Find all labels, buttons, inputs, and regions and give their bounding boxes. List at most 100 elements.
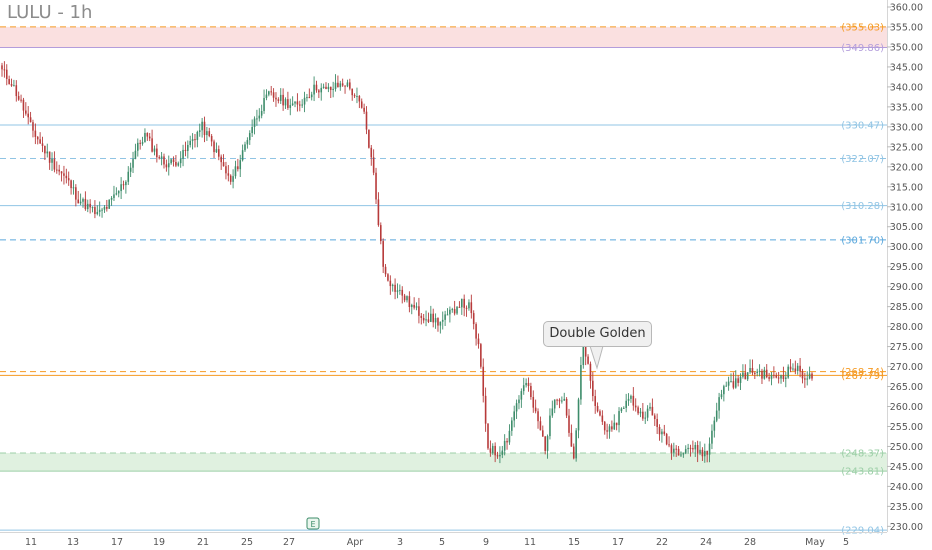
- candle-body-287: [684, 449, 687, 454]
- candle-body-23: [55, 169, 58, 171]
- candle-body-170: [406, 296, 408, 301]
- candle-body-207: [494, 445, 496, 456]
- callout-pointer: [589, 345, 604, 370]
- candle-body-99: [237, 166, 239, 170]
- y-tick-label-9: 275.00: [890, 342, 923, 353]
- zone-0: [0, 26, 887, 48]
- candle-body-257: [613, 422, 616, 430]
- candle-body-274: [653, 415, 656, 420]
- y-tick-label-13: 295.00: [890, 262, 923, 273]
- candle-body-110: [263, 98, 265, 112]
- candle-body-321: [765, 369, 768, 378]
- candle-body-60: [144, 132, 146, 143]
- candle-body-197: [470, 302, 473, 314]
- candle-body-143: [341, 83, 344, 86]
- candle-body-113: [270, 91, 273, 93]
- earnings-marker: [306, 517, 320, 530]
- level-label-4: (310.28): [841, 201, 884, 212]
- candle-body-179: [427, 319, 430, 322]
- candle-body-140: [334, 82, 337, 89]
- candle-body-89: [213, 141, 215, 153]
- candle-body-232: [553, 399, 556, 409]
- candle-body-11: [27, 113, 30, 118]
- x-tick-label-5: 25: [241, 537, 253, 548]
- candle-body-13: [32, 122, 34, 131]
- candle-body-78: [187, 144, 189, 151]
- candle-body-35: [84, 198, 87, 210]
- candle-body-6: [15, 85, 18, 97]
- candle-body-174: [415, 306, 418, 308]
- candle-body-163: [389, 280, 392, 287]
- candle-body-26: [63, 173, 65, 176]
- candle-body-93: [222, 162, 225, 167]
- double-golden-callout[interactable]: Double Golden: [543, 321, 652, 347]
- candle-body-255: [608, 426, 611, 432]
- candle-body-7: [17, 96, 20, 100]
- candle-body-120: [287, 99, 289, 108]
- candle-body-299: [713, 420, 716, 431]
- candle-body-246: [587, 356, 589, 364]
- candle-body-142: [339, 83, 342, 88]
- y-tick-label-21: 335.00: [890, 102, 923, 113]
- y-tick-label-23: 345.00: [890, 62, 923, 73]
- candle-body-213: [508, 430, 511, 443]
- y-tick-label-14: 300.00: [890, 242, 923, 253]
- candle-body-286: [682, 453, 685, 455]
- candle-body-327: [780, 375, 782, 379]
- candle-body-276: [658, 427, 661, 435]
- candle-body-32: [77, 199, 80, 204]
- earnings-marker-label: E: [310, 520, 315, 529]
- candle-body-165: [394, 284, 396, 292]
- candle-body-79: [189, 140, 192, 145]
- x-tick-label-1: 13: [67, 537, 79, 548]
- candle-body-161: [384, 266, 387, 275]
- candle-body-12: [29, 117, 32, 123]
- candle-body-39: [94, 207, 96, 215]
- candle-body-318: [758, 370, 761, 372]
- candle-body-119: [284, 99, 287, 106]
- candle-body-123: [294, 101, 296, 104]
- candle-body-268: [639, 411, 642, 414]
- candle-body-229: [546, 436, 549, 451]
- candle-body-150: [358, 95, 361, 102]
- candle-body-330: [787, 366, 789, 378]
- x-tick-label-4: 21: [197, 537, 209, 548]
- candle-body-311: [742, 372, 744, 377]
- x-tick-label-2: 17: [111, 537, 123, 548]
- candle-body-270: [644, 417, 647, 419]
- candle-body-209: [499, 454, 501, 457]
- candle-body-337: [804, 378, 806, 380]
- candle-body-216: [515, 403, 518, 412]
- candle-body-281: [670, 445, 673, 453]
- candle-body-38: [91, 207, 94, 209]
- candle-body-183: [437, 318, 439, 326]
- x-tick-label-11: 11: [524, 537, 536, 548]
- x-tick-label-15: 24: [700, 537, 712, 548]
- candle-body-277: [661, 431, 663, 435]
- candle-body-269: [642, 411, 644, 419]
- candle-body-41: [98, 209, 101, 212]
- candle-body-147: [351, 88, 354, 96]
- candle-body-10: [25, 110, 27, 114]
- candle-body-85: [203, 121, 206, 136]
- candle-body-72: [172, 159, 175, 162]
- candle-body-202: [482, 366, 485, 396]
- x-tick-label-17: May: [805, 537, 825, 548]
- y-tick-label-4: 250.00: [890, 442, 923, 453]
- candle-body-171: [408, 296, 411, 307]
- candle-body-205: [489, 448, 492, 453]
- y-tick-label-7: 265.00: [890, 382, 923, 393]
- candle-body-22: [53, 158, 56, 170]
- candle-body-154: [368, 129, 370, 148]
- candle-body-106: [253, 118, 256, 127]
- candle-body-178: [425, 319, 427, 321]
- candle-body-201: [480, 344, 482, 367]
- level-label-10: (229.04): [841, 526, 884, 537]
- candle-body-334: [796, 365, 799, 371]
- candle-body-249: [594, 396, 597, 406]
- candle-body-221: [527, 382, 530, 387]
- candle-body-73: [175, 161, 177, 166]
- y-tick-label-0: 230.00: [890, 522, 923, 533]
- candle-body-131: [313, 84, 315, 95]
